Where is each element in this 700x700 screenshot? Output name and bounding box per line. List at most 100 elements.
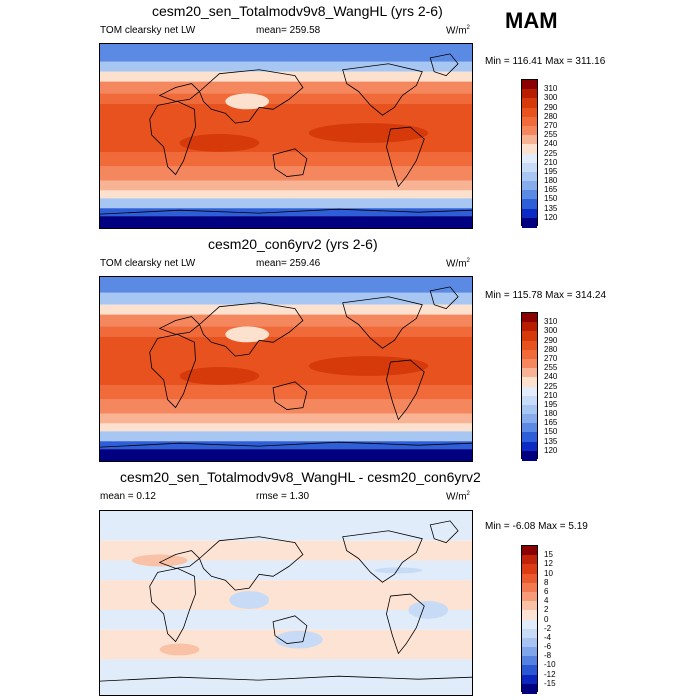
coastline bbox=[100, 441, 472, 448]
coastline bbox=[342, 530, 423, 583]
panel-1-mean-label: mean= 259.58 bbox=[256, 25, 321, 36]
colorbar-swatch bbox=[522, 331, 537, 342]
colorbar-swatch bbox=[522, 546, 537, 556]
field-band bbox=[100, 385, 472, 400]
field-band bbox=[100, 326, 472, 337]
colorbar-level-label: 135 bbox=[544, 436, 558, 446]
colorbar-swatch bbox=[522, 573, 537, 584]
field-patch bbox=[225, 326, 270, 343]
coastline bbox=[198, 69, 304, 124]
panel-3-rmse-label: rmse = 1.30 bbox=[256, 491, 310, 502]
field-band bbox=[100, 314, 472, 327]
field-band bbox=[100, 423, 472, 432]
panel-3-minmax: Min = -6.08 Max = 5.19 bbox=[485, 521, 588, 532]
colorbar-level-label: 4 bbox=[544, 596, 549, 606]
coastline bbox=[342, 63, 423, 116]
colorbar-swatch bbox=[522, 107, 537, 118]
colorbar-swatch bbox=[522, 144, 537, 154]
colorbar-level-label: 10 bbox=[544, 568, 553, 578]
panel-3-mean-label: mean = 0.12 bbox=[100, 491, 156, 502]
field-patch bbox=[308, 356, 429, 376]
coastline bbox=[272, 148, 308, 177]
panel-3-title: cesm20_sen_Totalmodv9v8_WangHL - cesm20_… bbox=[120, 469, 481, 485]
coastline bbox=[100, 208, 472, 215]
panel-2-variable-label: TOM clearsky net LW bbox=[100, 258, 196, 269]
field-band bbox=[100, 44, 472, 62]
colorbar-level-label: 270 bbox=[544, 353, 558, 363]
field-band bbox=[100, 304, 472, 315]
colorbar-level-label: -8 bbox=[544, 651, 552, 661]
field-patch bbox=[275, 630, 323, 649]
panel-3-field bbox=[100, 511, 472, 695]
colorbar-level-label: -15 bbox=[544, 678, 556, 688]
field-band bbox=[100, 166, 472, 181]
panel-1-title: cesm20_sen_Totalmodv9v8_WangHL (yrs 2-6) bbox=[152, 3, 443, 19]
colorbar-level-label: 310 bbox=[544, 84, 558, 94]
colorbar-swatch bbox=[522, 450, 537, 461]
colorbar-swatch bbox=[522, 628, 537, 639]
coastline bbox=[272, 615, 308, 644]
coastline bbox=[149, 333, 196, 409]
colorbar-level-label: 240 bbox=[544, 372, 558, 382]
field-band bbox=[100, 399, 472, 414]
colorbar-swatch bbox=[522, 199, 537, 210]
panel-2-colorbar: 310 300 290 280 270 255 240 225 210 195 180 165 150 1… bbox=[521, 312, 557, 461]
panel-2-field bbox=[100, 277, 472, 461]
field-band bbox=[100, 61, 472, 72]
colorbar-level-label: 165 bbox=[544, 418, 558, 428]
colorbar-level-label: 180 bbox=[544, 409, 558, 419]
field-band bbox=[100, 580, 472, 610]
field-band bbox=[100, 449, 472, 461]
field-patch bbox=[179, 367, 260, 385]
coastline bbox=[198, 302, 304, 357]
field-band bbox=[100, 93, 472, 104]
colorbar-swatch bbox=[522, 665, 537, 676]
coastline bbox=[272, 381, 308, 410]
colorbar-swatch bbox=[522, 340, 537, 351]
colorbar-level-label: 270 bbox=[544, 120, 558, 130]
colorbar-swatch bbox=[522, 423, 537, 433]
panel-1-variable-label: TOM clearsky net LW bbox=[100, 25, 196, 36]
colorbar-swatch bbox=[522, 190, 537, 200]
colorbar-swatch bbox=[522, 322, 537, 332]
colorbar-level-label: 0 bbox=[544, 614, 549, 624]
colorbar-level-label: 8 bbox=[544, 577, 549, 587]
colorbar-swatch bbox=[522, 386, 537, 397]
colorbar-level-label: -4 bbox=[544, 632, 552, 642]
colorbar-level-label: 310 bbox=[544, 317, 558, 327]
colorbar-swatch bbox=[522, 619, 537, 630]
colorbar-level-label: 150 bbox=[544, 427, 558, 437]
panel-1-map bbox=[99, 43, 473, 229]
panel-2-units: W/m2 bbox=[446, 258, 470, 270]
field-band bbox=[100, 198, 472, 209]
field-band bbox=[100, 71, 472, 82]
colorbar-swatch bbox=[522, 414, 537, 424]
colorbar-level-label: 180 bbox=[544, 176, 558, 186]
colorbar-level-label: 255 bbox=[544, 130, 558, 140]
colorbar-level-label: 300 bbox=[544, 93, 558, 103]
colorbar-level-label: 135 bbox=[544, 203, 558, 213]
panel-1-field bbox=[100, 44, 472, 228]
colorbar-swatch bbox=[522, 582, 537, 593]
colorbar-level-label: 300 bbox=[544, 326, 558, 336]
colorbar-level-label: 210 bbox=[544, 157, 558, 167]
colorbar-swatch bbox=[522, 555, 537, 565]
coastline bbox=[429, 520, 459, 544]
colorbar-level-label: 255 bbox=[544, 363, 558, 373]
colorbar-swatch bbox=[522, 171, 537, 182]
coastline bbox=[342, 296, 423, 349]
colorbar-level-label: 120 bbox=[544, 445, 558, 455]
field-band bbox=[100, 277, 472, 293]
panel-2-minmax: Min = 115.78 Max = 314.24 bbox=[485, 290, 607, 301]
colorbar-level-label: 280 bbox=[544, 111, 558, 121]
panel-1-colorbar: 310 300 290 280 270 255 240 225 210 195 180 165 150 1… bbox=[521, 79, 557, 228]
colorbar-swatch bbox=[522, 358, 537, 369]
colorbar-swatch bbox=[522, 208, 537, 219]
colorbar-swatch bbox=[522, 125, 537, 136]
panel-3-units: W/m2 bbox=[446, 491, 470, 503]
colorbar-swatch bbox=[522, 674, 537, 685]
colorbar-swatch bbox=[522, 181, 537, 191]
colorbar-level-label: 150 bbox=[544, 194, 558, 204]
field-patch bbox=[159, 643, 200, 656]
colorbar-swatch bbox=[522, 432, 537, 443]
